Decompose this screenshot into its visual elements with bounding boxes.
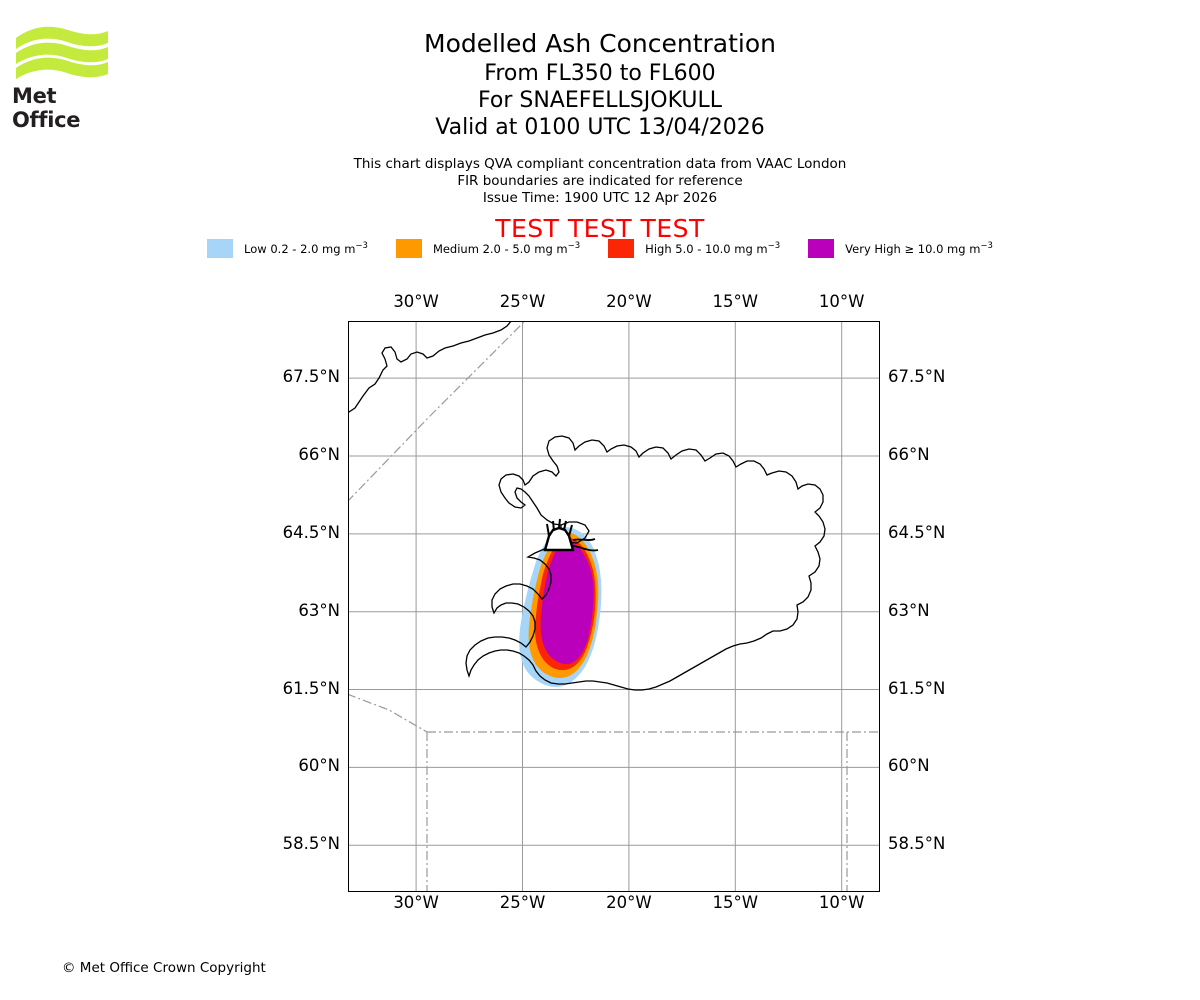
lat-tick-left-58.5°N: 58.5°N: [282, 834, 340, 854]
legend-item-medium: Medium 2.0 - 5.0 mg m−3: [395, 239, 581, 258]
lon-tick-20°W: 20°W: [606, 292, 652, 311]
ash-concentration-map[interactable]: [348, 321, 880, 892]
lon-tick-10°W: 10°W: [818, 292, 865, 311]
lon-tick-20°W: 20°W: [606, 893, 652, 912]
legend-swatch-medium: [395, 239, 422, 258]
lat-tick-left-61.5°N: 61.5°N: [282, 678, 340, 698]
lat-tick-right-58.5°N: 58.5°N: [888, 834, 946, 854]
legend-item-low: Low 0.2 - 2.0 mg m−3: [207, 239, 368, 258]
copyright-footer: © Met Office Crown Copyright: [62, 960, 266, 976]
lat-tick-left-60°N: 60°N: [298, 756, 340, 776]
met-office-wordmark: Met Office: [12, 84, 81, 132]
lon-tick-25°W: 25°W: [499, 292, 546, 311]
subtitle-line-1: This chart displays QVA compliant concen…: [353, 156, 847, 172]
legend-label-low: Low 0.2 - 2.0 mg m−3: [244, 241, 368, 256]
lat-tick-right-67.5°N: 67.5°N: [888, 367, 946, 387]
graticule-gridlines: [349, 322, 879, 891]
lat-tick-left-64.5°N: 64.5°N: [282, 522, 340, 542]
chart-subtitle: This chart displays QVA compliant concen…: [0, 156, 1200, 207]
legend-exponent-low: −3: [355, 241, 368, 252]
lon-tick-15°W: 15°W: [712, 893, 759, 912]
lon-tick-30°W: 30°W: [393, 292, 439, 311]
legend-exponent-medium: −3: [567, 241, 581, 252]
legend-exponent-very-high: −3: [980, 241, 993, 252]
title-line-4: Valid at 0100 UTC 13/04/2026: [435, 115, 765, 140]
subtitle-line-2: FIR boundaries are indicated for referen…: [457, 173, 743, 189]
volcano-marker-icon: [543, 518, 599, 552]
lat-tick-left-63°N: 63°N: [298, 600, 340, 620]
legend-swatch-low: [207, 239, 234, 258]
lat-tick-left-66°N: 66°N: [298, 444, 340, 464]
title-line-3: For SNAEFELLSJOKULL: [477, 88, 723, 113]
legend-label-medium: Medium 2.0 - 5.0 mg m−3: [432, 241, 581, 256]
greenland-coastline: [349, 322, 512, 413]
map-canvas: [349, 322, 879, 891]
contour-very-high: [540, 541, 594, 665]
fir-boundaries: [349, 322, 879, 891]
legend-item-very-high: Very High ≥ 10.0 mg m−3: [808, 239, 993, 258]
lat-tick-left-67.5°N: 67.5°N: [282, 367, 340, 387]
page-title: Modelled Ash Concentration From FL350 to…: [0, 28, 1200, 141]
lon-tick-10°W: 10°W: [818, 893, 865, 912]
title-line-1: Modelled Ash Concentration: [424, 29, 776, 58]
legend-label-very-high: Very High ≥ 10.0 mg m−3: [845, 241, 993, 256]
ash-plume-contours: [519, 527, 602, 687]
lat-tick-right-60°N: 60°N: [888, 756, 930, 776]
lat-tick-right-63°N: 63°N: [888, 600, 930, 620]
iceland-coastline: [465, 435, 826, 691]
legend-label-high: High 5.0 - 10.0 mg m−3: [645, 241, 781, 256]
lat-tick-right-61.5°N: 61.5°N: [888, 678, 946, 698]
test-banner: TEST TEST TEST: [495, 214, 705, 243]
legend-swatch-very-high: [808, 239, 835, 258]
met-office-wave-icon: [16, 26, 108, 79]
legend-exponent-high: −3: [767, 241, 781, 252]
legend-swatch-high: [608, 239, 635, 258]
subtitle-line-3: Issue Time: 1900 UTC 12 Apr 2026: [482, 190, 718, 206]
met-office-logo: Met Office: [10, 22, 130, 132]
lat-tick-right-64.5°N: 64.5°N: [888, 522, 946, 542]
concentration-legend: Low 0.2 - 2.0 mg m−3 Medium 2.0 - 5.0 mg…: [0, 239, 1200, 258]
legend-item-high: High 5.0 - 10.0 mg m−3: [608, 239, 780, 258]
lon-tick-15°W: 15°W: [712, 292, 759, 311]
lat-tick-right-66°N: 66°N: [888, 444, 930, 464]
lon-tick-25°W: 25°W: [499, 893, 546, 912]
lon-tick-30°W: 30°W: [393, 893, 439, 912]
title-line-2: From FL350 to FL600: [484, 61, 716, 86]
